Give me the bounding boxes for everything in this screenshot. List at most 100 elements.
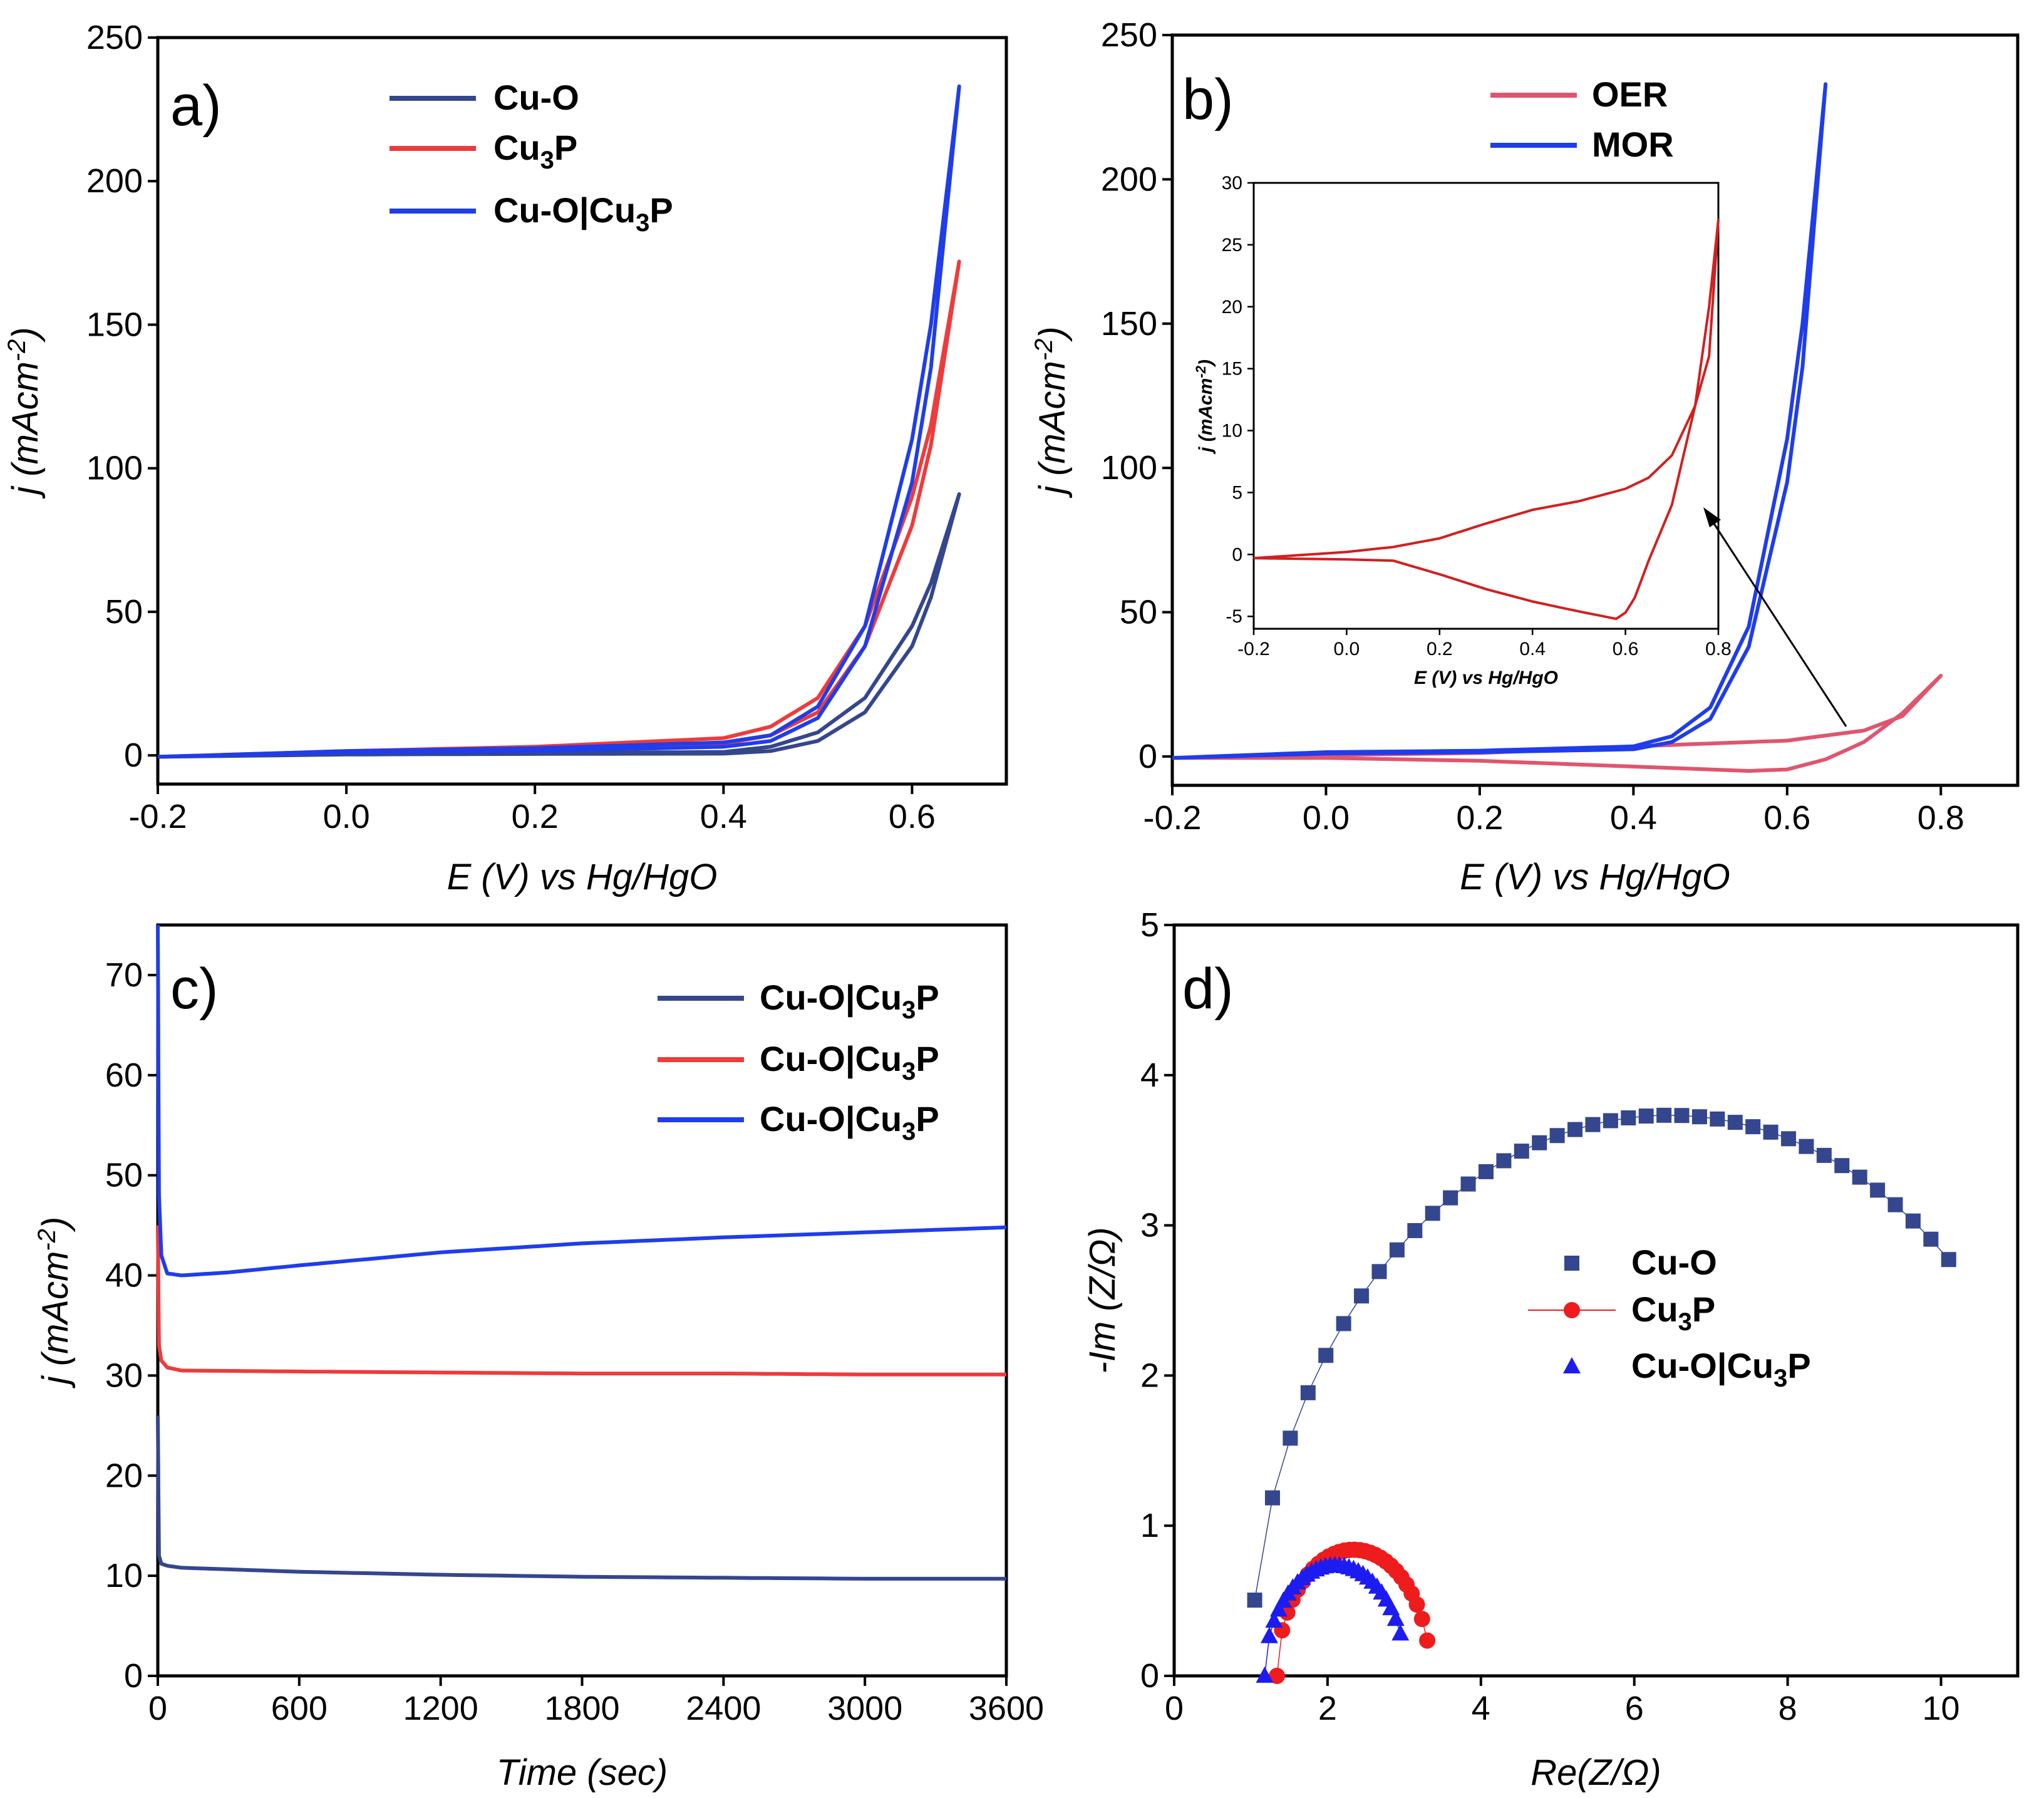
data-point-cuo [1799, 1139, 1814, 1154]
data-point-cuo [1887, 1197, 1903, 1212]
y-axis-label: j (mAcm-2) [33, 1217, 76, 1389]
x-tick-label: 0.0 [1303, 799, 1350, 837]
plot-frame [1172, 923, 2020, 1678]
data-point-cuo [1923, 1231, 1939, 1247]
data-point-cuo [1371, 1264, 1387, 1279]
inset-series-line-oer [1253, 219, 1720, 621]
y-axis-label-close: ) [1195, 359, 1216, 368]
legend-label-subscript: 3 [902, 996, 916, 1024]
x-tick-label: 4 [1472, 1690, 1490, 1727]
y-tick-label: 0 [124, 736, 143, 774]
series-line-3 [156, 924, 1007, 1278]
data-point-cuocu3p [1256, 1666, 1274, 1683]
legend-label: Cu-O|Cu3P [760, 978, 939, 1024]
x-axis-label: Re(Z/Ω) [1530, 1752, 1661, 1793]
data-point-cu3p [1408, 1596, 1425, 1613]
y-axis-label-superscript: -2 [1193, 365, 1209, 378]
legend-label-base: Cu-O|Cu [760, 1099, 902, 1139]
annotation-arrow-head [1703, 507, 1721, 527]
data-point-cuo [1407, 1222, 1423, 1238]
legend-label-subscript: 3 [1773, 1365, 1787, 1392]
x-tick-label: 0.6 [889, 798, 936, 835]
y-tick-label: 150 [86, 306, 143, 343]
data-point-cuo [1300, 1385, 1316, 1400]
plot-frame [156, 923, 1008, 1678]
series-connector-cuo [1254, 1115, 1949, 1601]
y-tick-label: 100 [86, 450, 143, 487]
x-tick-label: 0.6 [1763, 799, 1810, 837]
series-line-cuo [157, 492, 961, 759]
y-tick-label: 150 [1101, 305, 1157, 343]
y-tick-label: 20 [105, 1457, 143, 1494]
legend-label-tail: P [554, 128, 577, 167]
legend-label-base: Cu-O [1631, 1243, 1717, 1282]
data-point-cuocu3p [1391, 1624, 1410, 1641]
data-point-cuo [1247, 1593, 1262, 1608]
y-tick-label: 250 [1101, 16, 1157, 54]
data-point-cuo [1656, 1107, 1672, 1123]
legend-label-base: OER [1592, 75, 1668, 114]
y-tick-label: 100 [1101, 449, 1157, 487]
x-tick-label: 0 [148, 1690, 167, 1727]
plot-frame [1252, 182, 1720, 630]
data-point-cuo [1283, 1430, 1298, 1446]
y-tick-label: 2 [1140, 1356, 1159, 1394]
x-tick-label: 0.2 [1427, 639, 1453, 659]
x-tick-label: 0.8 [1705, 639, 1732, 659]
data-point-cuo [1834, 1158, 1850, 1174]
legend-swatch [1564, 1256, 1579, 1271]
panel-label: c) [170, 957, 219, 1021]
legend-label: Cu-O|Cu3P [493, 190, 673, 237]
panel-label: b) [1182, 68, 1234, 132]
data-point-cuo [1781, 1131, 1797, 1147]
data-point-cuocu3p [1269, 1600, 1288, 1617]
y-tick-label: 0 [124, 1657, 143, 1695]
panel-c: 0 600 1200 1800 2400 3000 3600 0 10 20 30 40 50 60 70 T… [33, 923, 1044, 1793]
x-tick-label: 0.0 [1334, 639, 1360, 659]
y-tick-label: 30 [1222, 173, 1242, 194]
data-point-cuo [1425, 1206, 1440, 1221]
y-tick-label: 40 [105, 1257, 143, 1294]
data-point-cu3p [1419, 1632, 1436, 1649]
x-tick-label: 3000 [827, 1690, 902, 1727]
y-axis-label: j (mAcm-2) [3, 327, 46, 499]
legend-label-tail: P [1692, 1289, 1715, 1329]
data-point-cuo [1443, 1190, 1458, 1206]
legend-label-base: Cu-O|Cu [1631, 1346, 1773, 1386]
legend-label: Cu-O [1631, 1243, 1717, 1282]
annotation-arrow-line [1710, 519, 1847, 727]
y-tick-label: 0 [1140, 1657, 1159, 1695]
x-tick-label: 1200 [403, 1690, 478, 1727]
y-tick-label: 25 [1222, 235, 1242, 256]
data-point-cuo [1585, 1117, 1601, 1132]
y-tick-label: 70 [105, 956, 143, 994]
x-tick-label: 2 [1318, 1690, 1337, 1727]
data-point-cuo [1460, 1176, 1476, 1192]
y-tick-label: 0 [1138, 738, 1157, 775]
data-point-cuo [1496, 1153, 1512, 1169]
y-tick-label: 5 [1140, 906, 1159, 944]
data-point-cuo [1674, 1108, 1690, 1124]
legend-label-base: MOR [1592, 125, 1674, 164]
y-tick-label: 50 [105, 1157, 143, 1194]
legend-label-subscript: 3 [540, 147, 554, 174]
y-tick-label: 10 [105, 1557, 143, 1594]
x-tick-label: 1800 [544, 1690, 619, 1727]
data-point-cuocu3p [1386, 1609, 1405, 1626]
y-axis-label-base: j (mAcm [1032, 361, 1073, 499]
data-point-cuo [1264, 1490, 1280, 1506]
plot-frame [156, 36, 1008, 786]
data-point-cuo [1763, 1124, 1778, 1140]
y-tick-label: 1 [1140, 1507, 1159, 1544]
data-point-cuo [1532, 1135, 1547, 1150]
x-tick-label: 8 [1778, 1690, 1797, 1727]
y-tick-label: 30 [105, 1356, 143, 1394]
data-point-cuocu3p [1260, 1626, 1278, 1643]
data-point-cu3p [1269, 1668, 1286, 1684]
legend-label-subscript: 3 [1678, 1308, 1692, 1336]
y-tick-label: 10 [1222, 421, 1242, 442]
x-tick-label: 0.6 [1613, 639, 1639, 659]
legend-label-subscript: 3 [902, 1118, 916, 1145]
